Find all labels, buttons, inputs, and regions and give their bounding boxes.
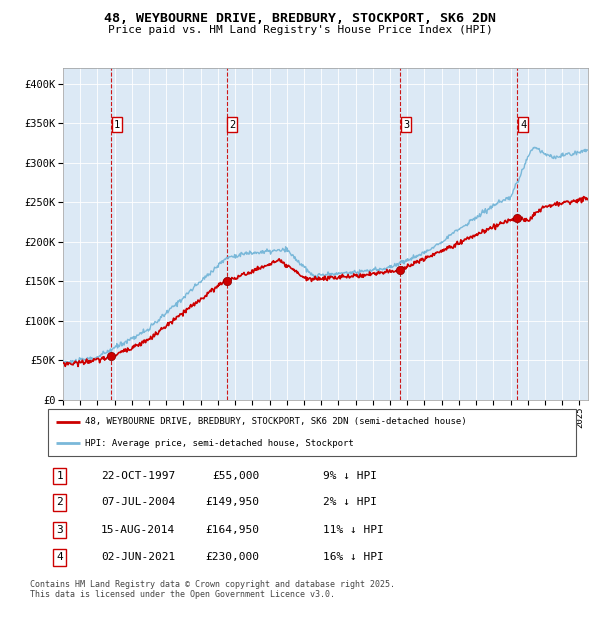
- Text: 3: 3: [403, 120, 409, 130]
- Text: 11% ↓ HPI: 11% ↓ HPI: [323, 525, 383, 535]
- Text: £149,950: £149,950: [205, 497, 259, 507]
- Text: 1: 1: [56, 471, 63, 481]
- Text: Contains HM Land Registry data © Crown copyright and database right 2025.: Contains HM Land Registry data © Crown c…: [30, 580, 395, 589]
- Text: 9% ↓ HPI: 9% ↓ HPI: [323, 471, 377, 481]
- FancyBboxPatch shape: [48, 409, 576, 456]
- Text: 02-JUN-2021: 02-JUN-2021: [101, 552, 175, 562]
- Text: 2% ↓ HPI: 2% ↓ HPI: [323, 497, 377, 507]
- Text: 4: 4: [56, 552, 63, 562]
- Text: £230,000: £230,000: [205, 552, 259, 562]
- Text: 2: 2: [56, 497, 63, 507]
- Text: 3: 3: [56, 525, 63, 535]
- Text: £164,950: £164,950: [205, 525, 259, 535]
- Text: 1: 1: [114, 120, 120, 130]
- Text: 07-JUL-2004: 07-JUL-2004: [101, 497, 175, 507]
- Text: 22-OCT-1997: 22-OCT-1997: [101, 471, 175, 481]
- Text: 16% ↓ HPI: 16% ↓ HPI: [323, 552, 383, 562]
- Text: 2: 2: [229, 120, 235, 130]
- Text: HPI: Average price, semi-detached house, Stockport: HPI: Average price, semi-detached house,…: [85, 438, 354, 448]
- Text: £55,000: £55,000: [212, 471, 259, 481]
- Text: 48, WEYBOURNE DRIVE, BREDBURY, STOCKPORT, SK6 2DN: 48, WEYBOURNE DRIVE, BREDBURY, STOCKPORT…: [104, 12, 496, 25]
- Text: 48, WEYBOURNE DRIVE, BREDBURY, STOCKPORT, SK6 2DN (semi-detached house): 48, WEYBOURNE DRIVE, BREDBURY, STOCKPORT…: [85, 417, 467, 427]
- Text: 15-AUG-2014: 15-AUG-2014: [101, 525, 175, 535]
- Text: 4: 4: [520, 120, 526, 130]
- Text: Price paid vs. HM Land Registry's House Price Index (HPI): Price paid vs. HM Land Registry's House …: [107, 25, 493, 35]
- Text: This data is licensed under the Open Government Licence v3.0.: This data is licensed under the Open Gov…: [30, 590, 335, 600]
